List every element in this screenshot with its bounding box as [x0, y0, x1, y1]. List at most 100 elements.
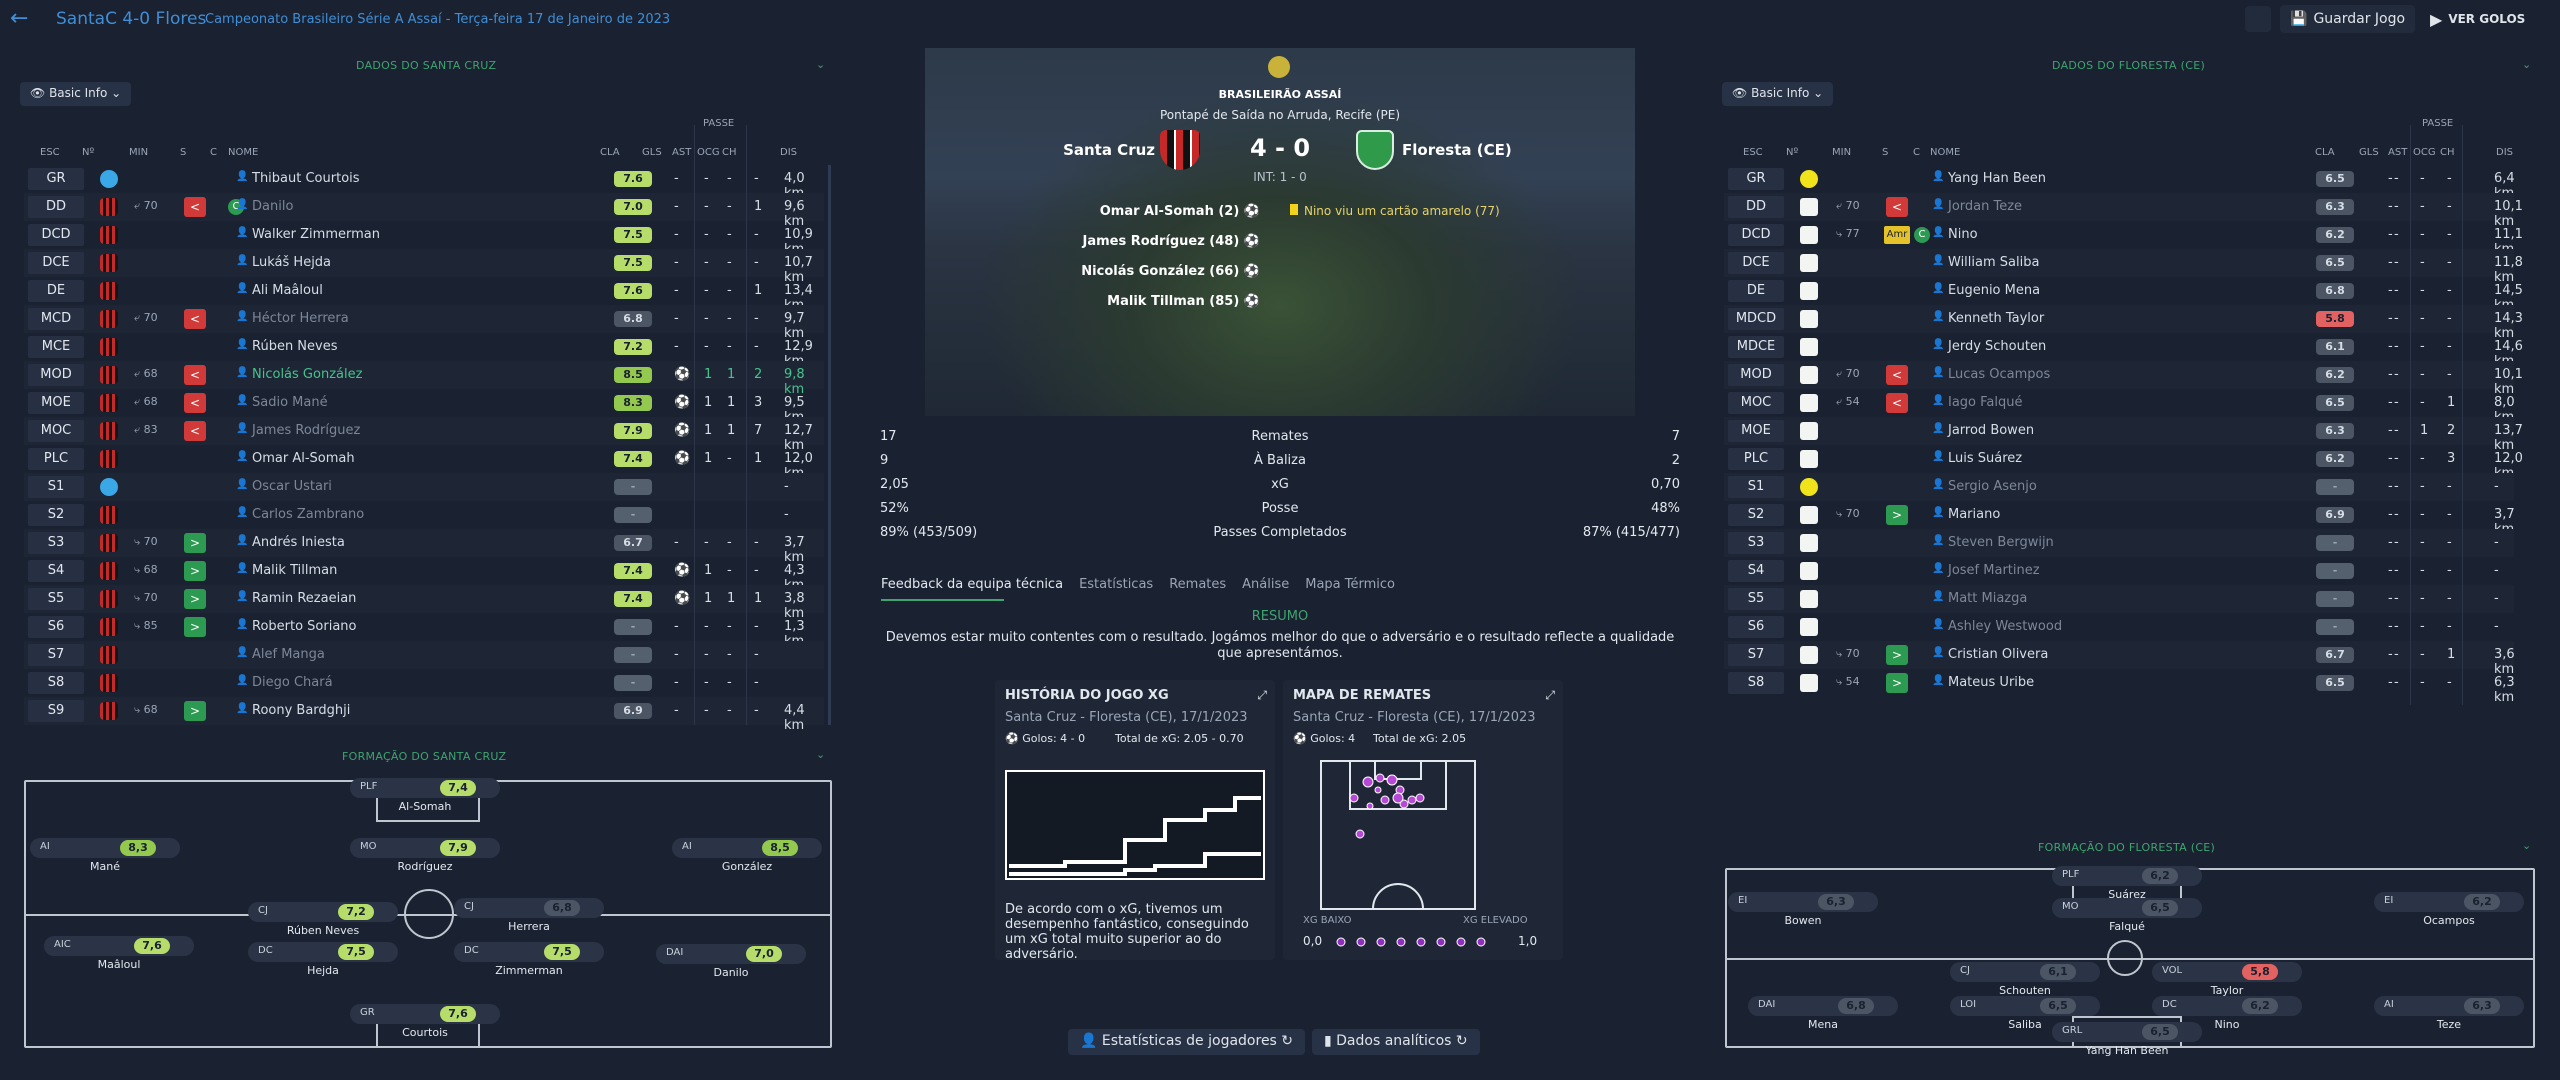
player-name[interactable]: Lucas Ocampos	[1948, 367, 2051, 382]
player-name[interactable]: Héctor Herrera	[252, 311, 349, 326]
player-name[interactable]: Eugenio Mena	[1948, 283, 2041, 298]
chevron-down-icon[interactable]: ⌄	[816, 748, 826, 761]
formation-player[interactable]: DAI 6,8 Mena	[1748, 996, 1898, 1036]
player-name[interactable]: William Saliba	[1948, 255, 2040, 270]
player-row[interactable]: DD ⤶ 70 < 👤 Jordan Teze 6.3- - - -10,1 km	[1724, 193, 2523, 229]
player-name[interactable]: Jerdy Schouten	[1948, 339, 2047, 354]
formation-player[interactable]: MO 7,9 Rodríguez	[350, 838, 500, 878]
view-goals-button[interactable]: ▶ VER GOLOS	[2420, 5, 2535, 33]
player-row[interactable]: S5 👤 Matt Miazga - - - - - -	[1724, 585, 2514, 613]
xg-history-card[interactable]: HISTÓRIA DO JOGO XG ⤢ Santa Cruz - Flore…	[995, 680, 1275, 962]
player-name[interactable]: Cristian Olivera	[1948, 647, 2049, 662]
player-row[interactable]: MDCD 👤 Kenneth Taylor 5.8- - - -14,3 km	[1724, 305, 2523, 341]
player-name[interactable]: Danilo	[252, 199, 294, 214]
player-name[interactable]: Roberto Soriano	[252, 619, 357, 634]
chevron-down-icon[interactable]: ⌄	[816, 58, 826, 71]
basic-info-dropdown[interactable]: 👁 Basic Info ⌄	[20, 82, 132, 106]
formation-player[interactable]: CJ 7,2 Rúben Neves	[248, 902, 398, 942]
player-row[interactable]: S1 👤 Sergio Asenjo - - - - - -	[1724, 473, 2514, 501]
player-name[interactable]: Malik Tillman	[252, 563, 338, 578]
analytics-button[interactable]: ▮ Dados analíticos ↻	[1312, 1029, 1480, 1055]
player-name[interactable]: Diego Chará	[252, 675, 333, 690]
player-row[interactable]: S3 ⤷ 70 > 👤 Andrés Iniesta 6.7 - - - - 3,7 km	[24, 529, 824, 565]
formation-player[interactable]: PLF 6,2 Suárez	[2052, 866, 2202, 906]
back-arrow-icon[interactable]: ←	[10, 6, 29, 31]
player-row[interactable]: S2 👤 Carlos Zambrano - -	[24, 501, 824, 529]
player-name[interactable]: Iago Falqué	[1948, 395, 2023, 410]
player-row[interactable]: DCE 👤 Lukáš Hejda 7.5 - - - - 10,7 km	[24, 249, 824, 285]
player-name[interactable]: Luis Suárez	[1948, 451, 2023, 466]
player-name[interactable]: Omar Al-Somah	[252, 451, 355, 466]
formation-player[interactable]: LOI 6,5 Saliba	[1950, 996, 2100, 1036]
player-row[interactable]: S7 ⤷ 70 > 👤 Cristian Olivera 6.7- - -1 3,6 km	[1724, 641, 2515, 677]
player-name[interactable]: Kenneth Taylor	[1948, 311, 2045, 326]
formation-player[interactable]: CJ 6,1 Schouten	[1950, 962, 2100, 1002]
player-row[interactable]: S6 👤 Ashley Westwood - - - - - -	[1724, 613, 2514, 641]
player-name[interactable]: Nicolás González	[252, 367, 363, 382]
player-name[interactable]: Matt Miazga	[1948, 591, 2028, 606]
player-name[interactable]: Sadio Mané	[252, 395, 328, 410]
player-name[interactable]: Josef Martinez	[1948, 563, 2040, 578]
player-row[interactable]: S1 👤 Oscar Ustari - -	[24, 473, 824, 501]
player-row[interactable]: S8 👤 Diego Chará - - - - -	[24, 669, 824, 697]
player-name[interactable]: Ali Maâloul	[252, 283, 323, 298]
player-name[interactable]: Jarrod Bowen	[1948, 423, 2035, 438]
player-row[interactable]: MCD ⤶ 70 < 👤 Héctor Herrera 6.8 - - - - 9,7 km	[24, 305, 824, 341]
player-name[interactable]: Ramin Rezaeian	[252, 591, 357, 606]
expand-icon[interactable]: ⤢	[1545, 688, 1555, 702]
player-name[interactable]: Lukáš Hejda	[252, 255, 332, 270]
save-game-button[interactable]: 💾 Guardar Jogo	[2280, 5, 2416, 33]
player-row[interactable]: MOE 👤 Jarrod Bowen 6.3 - - 1 2 13,7 km	[1724, 417, 2523, 453]
formation-player[interactable]: AI 6,3 Teze	[2374, 996, 2524, 1036]
player-name[interactable]: Alef Manga	[252, 647, 325, 662]
player-row[interactable]: MOD ⤶ 68 < 👤 Nicolás González 8.5 ⚽ 1 1 2 9,8 km	[24, 361, 824, 397]
expand-icon[interactable]: ⤢	[1257, 688, 1267, 702]
player-name[interactable]: Yang Han Been	[1948, 171, 2047, 186]
tab-feedback[interactable]: Feedback da equipa técnica	[881, 577, 1064, 592]
formation-player[interactable]: DC 6,2 Nino	[2152, 996, 2302, 1036]
formation-player[interactable]: DAI 7,0 Danilo	[656, 944, 806, 984]
player-name[interactable]: Roony Bardghji	[252, 703, 351, 718]
player-name[interactable]: Carlos Zambrano	[252, 507, 365, 522]
formation-player[interactable]: CJ 6,8 Herrera	[454, 898, 604, 938]
player-row[interactable]: MOC ⤶ 83 < 👤 James Rodríguez 7.9 ⚽ 1 1 7 12,7 km	[24, 417, 824, 453]
player-name[interactable]: James Rodríguez	[252, 423, 361, 438]
options-button[interactable]	[2245, 6, 2271, 32]
player-name[interactable]: Mariano	[1948, 507, 2001, 522]
formation-player[interactable]: EI 6,3 Bowen	[1728, 892, 1878, 932]
player-name[interactable]: Jordan Teze	[1948, 199, 2023, 214]
formation-player[interactable]: AIC 7,6 Maâloul	[44, 936, 194, 976]
shot-map-card[interactable]: MAPA DE REMATES ⤢ Santa Cruz - Floresta …	[1283, 680, 1563, 960]
player-name[interactable]: Nino	[1948, 227, 1978, 242]
formation-player[interactable]: MO 6,5 Falqué	[2052, 898, 2202, 938]
tab-statistics[interactable]: Estatísticas	[1079, 577, 1154, 592]
formation-player[interactable]: EI 6,2 Ocampos	[2374, 892, 2524, 932]
tab-analysis[interactable]: Análise	[1242, 577, 1290, 592]
formation-player[interactable]: VOL 5,8 Taylor	[2152, 962, 2302, 1002]
player-name[interactable]: Thibaut Courtois	[252, 171, 360, 186]
tab-heatmap[interactable]: Mapa Térmico	[1305, 577, 1396, 592]
player-name[interactable]: Steven Bergwijn	[1948, 535, 2054, 550]
formation-player[interactable]: GRL 6,5 Yang Han Been	[2052, 1022, 2202, 1062]
formation-player[interactable]: PLF 7,4 Al-Somah	[350, 778, 500, 818]
player-name[interactable]: Oscar Ustari	[252, 479, 332, 494]
formation-player[interactable]: AI 8,3 Mané	[30, 838, 180, 878]
chevron-down-icon[interactable]: ⌄	[2522, 58, 2532, 71]
player-stats-button[interactable]: 👤 Estatísticas de jogadores ↻	[1068, 1029, 1306, 1055]
player-row[interactable]: S3 👤 Steven Bergwijn - - - - - -	[1724, 529, 2514, 557]
player-row[interactable]: DD ⤶ 70 < C 👤 Danilo 7.0 - - - 1 9,6 km	[24, 193, 824, 229]
player-name[interactable]: Ashley Westwood	[1948, 619, 2063, 634]
formation-player[interactable]: DC 7,5 Zimmerman	[454, 942, 604, 982]
